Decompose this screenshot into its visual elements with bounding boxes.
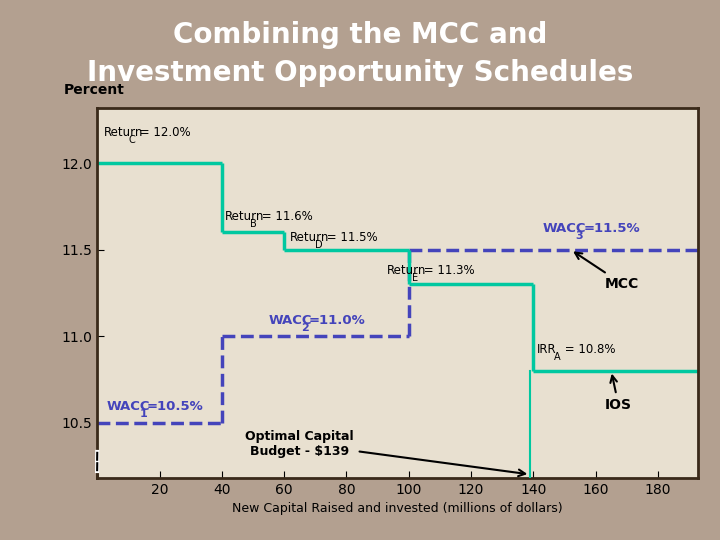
Text: A: A [554,353,560,362]
Text: = 12.0%: = 12.0% [136,126,191,139]
Text: Return: Return [104,126,143,139]
Text: Return: Return [290,231,330,244]
Text: IRR: IRR [536,343,556,356]
Text: =11.0%: =11.0% [309,314,366,327]
Text: WACC: WACC [269,314,312,327]
Text: = 11.3%: = 11.3% [420,264,474,277]
Text: B: B [250,219,256,230]
Text: D: D [315,240,323,250]
Text: =11.5%: =11.5% [583,222,640,235]
Text: Percent: Percent [64,83,125,97]
Text: WACC: WACC [543,222,586,235]
Text: Investment Opportunity Schedules: Investment Opportunity Schedules [87,59,633,87]
Text: 3: 3 [575,231,583,241]
Text: Optimal Capital
Budget - $139: Optimal Capital Budget - $139 [246,429,525,476]
Text: =10.5%: =10.5% [147,401,204,414]
X-axis label: New Capital Raised and invested (millions of dollars): New Capital Raised and invested (million… [233,502,563,515]
Text: E: E [412,273,418,283]
Text: MCC: MCC [575,253,639,291]
Text: C: C [128,134,135,145]
Text: 2: 2 [301,323,309,333]
Text: = 11.6%: = 11.6% [258,211,312,224]
Text: = 10.8%: = 10.8% [562,343,616,356]
Text: IOS: IOS [605,376,632,412]
Text: Return: Return [387,264,426,277]
Text: Return: Return [225,211,264,224]
Text: WACC: WACC [107,401,150,414]
Text: 1: 1 [139,409,147,420]
Text: = 11.5%: = 11.5% [323,231,378,244]
Text: Combining the MCC and: Combining the MCC and [173,21,547,49]
